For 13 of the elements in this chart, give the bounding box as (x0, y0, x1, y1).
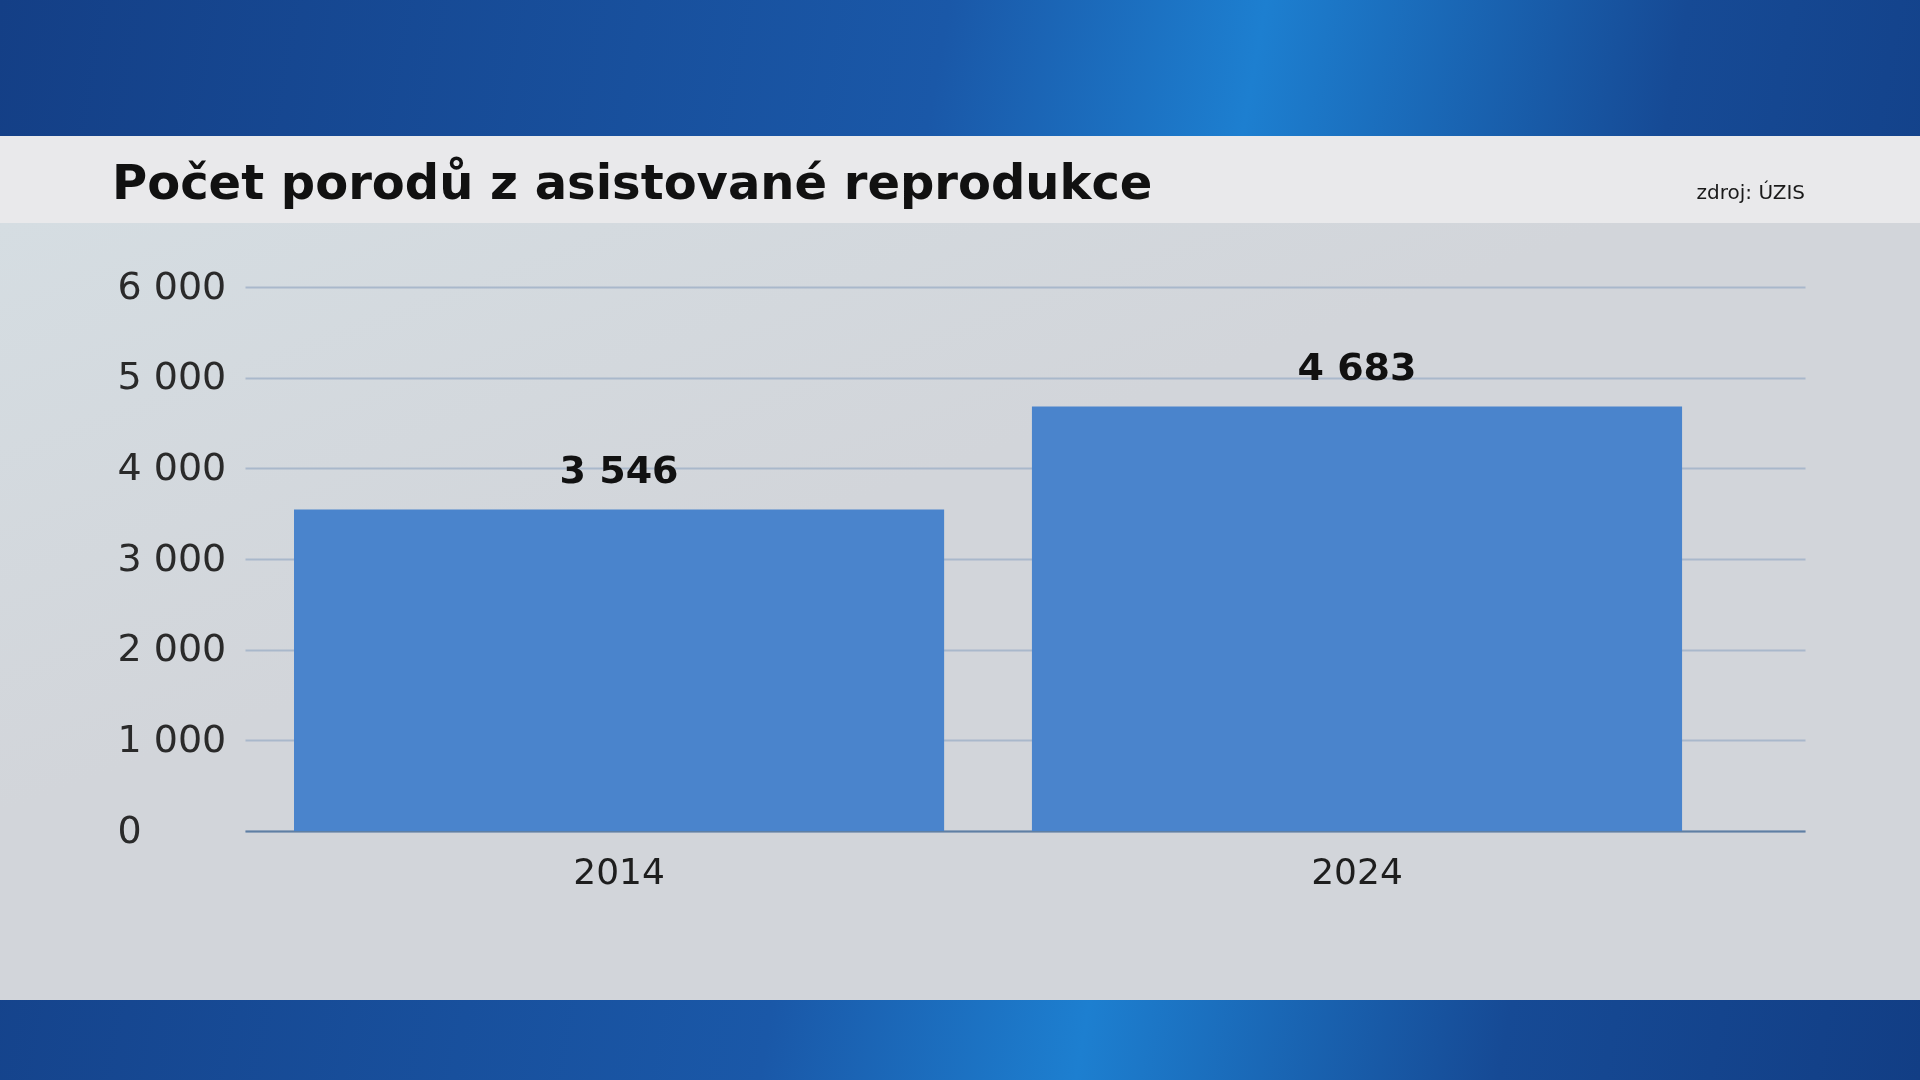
y-tick-label: 6 000 (117, 263, 227, 308)
y-tick-label: 0 (117, 807, 142, 852)
y-tick-label: 3 000 (117, 535, 227, 580)
y-tick-label: 4 000 (117, 444, 227, 489)
text: zdroj: ÚZIS (1696, 180, 1805, 204)
data-label: 4 683 (1297, 345, 1417, 390)
y-tick-label: 1 000 (117, 716, 227, 761)
y-tick-label: 2 000 (117, 626, 227, 671)
x-tick-label: 2014 (573, 850, 665, 892)
x-tick-label: 2024 (1311, 850, 1403, 892)
chart-title: Počet porodů z asistované reprodukce (112, 154, 1153, 210)
data-label: 3 546 (559, 448, 679, 493)
y-tick-label: 5 000 (117, 354, 227, 399)
